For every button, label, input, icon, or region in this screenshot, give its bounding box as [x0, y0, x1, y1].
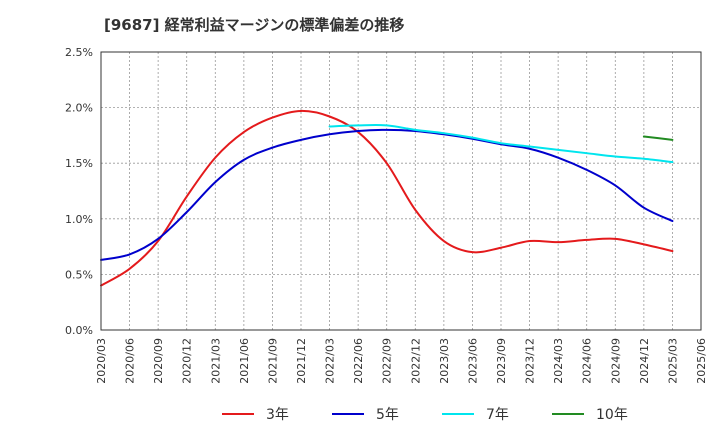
plot-area-border — [100, 51, 702, 331]
x-tick-label: 2023/06 — [466, 338, 479, 384]
x-tick-label: 2024/09 — [609, 338, 622, 384]
x-axis-tick-labels: 2020/03 2020/06 2020/09 2020/12 2021/03 2021/… — [95, 338, 708, 384]
chart-title: [9687] 経常利益マージンの標準偏差の推移 — [104, 16, 405, 34]
x-tick-label: 2022/03 — [324, 338, 337, 384]
x-tick-label: 2020/06 — [124, 338, 137, 384]
legend-item: 5年 — [332, 407, 399, 423]
series-line — [328, 124, 674, 164]
x-tick-label: 2022/09 — [381, 338, 394, 384]
x-tick-label: 2023/03 — [438, 338, 451, 384]
x-tick-label: 2024/12 — [638, 338, 651, 384]
legend-item: 3年 — [222, 407, 289, 423]
y-tick-label: 1.5% — [65, 157, 93, 170]
y-tick-label: 2.0% — [65, 102, 93, 115]
series-line — [100, 109, 674, 287]
legend-label: 5年 — [376, 407, 399, 423]
y-tick-label: 0.5% — [65, 268, 93, 281]
x-tick-label: 2022/12 — [409, 338, 422, 384]
legend-label: 7年 — [486, 407, 509, 423]
x-tick-label: 2021/09 — [266, 338, 279, 384]
x-tick-label: 2025/06 — [695, 338, 708, 384]
y-axis-tick-labels: 0.0% 0.5% 1.0% 1.5% 2.0% 2.5% — [65, 46, 93, 337]
x-tick-label: 2020/03 — [95, 338, 108, 384]
y-tick-label: 0.0% — [65, 324, 93, 337]
x-tick-label: 2023/12 — [524, 338, 537, 384]
legend-label: 10年 — [596, 407, 628, 423]
x-tick-label: 2020/09 — [152, 338, 165, 384]
legend-label: 3年 — [266, 407, 289, 423]
legend: 3年 5年 7年 10年 — [222, 407, 628, 423]
x-tick-label: 2024/06 — [581, 338, 594, 384]
y-tick-label: 2.5% — [65, 46, 93, 59]
x-tick-label: 2020/12 — [181, 338, 194, 384]
x-tick-label: 2023/09 — [495, 338, 508, 384]
legend-item: 7年 — [442, 407, 509, 423]
x-tick-label: 2022/06 — [352, 338, 365, 384]
x-tick-label: 2024/03 — [552, 338, 565, 384]
series-line — [100, 128, 674, 261]
series-lines — [100, 109, 674, 287]
y-tick-label: 1.0% — [65, 213, 93, 226]
x-tick-label: 2025/03 — [666, 338, 679, 384]
x-tick-label: 2021/03 — [209, 338, 222, 384]
x-tick-label: 2021/12 — [295, 338, 308, 384]
x-tick-label: 2021/06 — [238, 338, 251, 384]
legend-item: 10年 — [552, 407, 628, 423]
series-line — [642, 135, 674, 141]
